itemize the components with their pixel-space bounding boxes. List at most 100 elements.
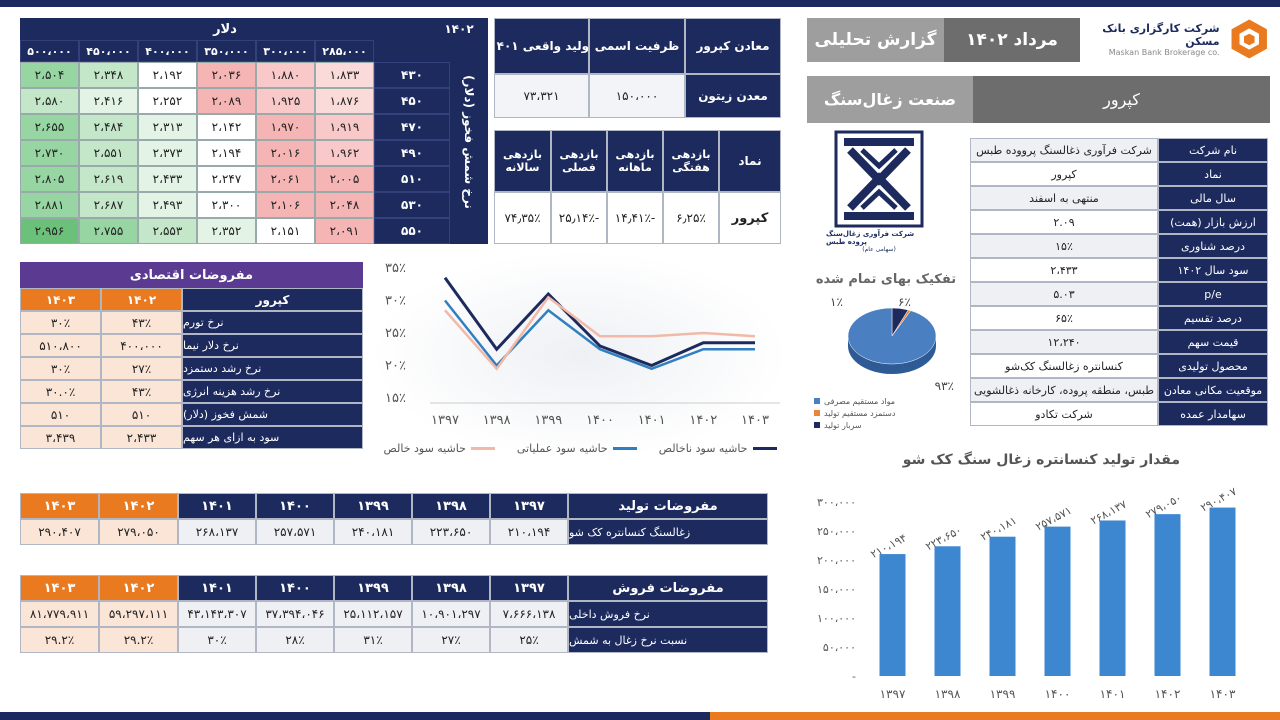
- sensitivity-cell: ۱،۹۷۰: [256, 114, 315, 140]
- econ-cell: ۲۷٪: [101, 357, 182, 380]
- year-table-cell: نسبت نرخ زغال به شمش: [568, 627, 768, 653]
- info-key: درصد شناوری: [1158, 234, 1268, 258]
- year-table-header: مفروضات تولید: [568, 493, 768, 519]
- bar-x-tick: ۱۳۹۹: [990, 687, 1016, 701]
- dollar-label: دلار: [20, 18, 430, 40]
- year-table-cell: ۲۵۷،۵۷۱: [256, 519, 334, 545]
- sales-table: مفروضات فروش ۱۳۹۷ ۱۳۹۸ ۱۳۹۹ ۱۴۰۰ ۱۴۰۱ ۱۴۰۲ ۱۴۰۳…: [20, 575, 768, 653]
- logo-caption: شرکت فرآوری زغال‌سنگ پروده طبس: [826, 230, 915, 246]
- year-table-header: ۱۳۹۹: [334, 575, 412, 601]
- sensitivity-cell: ۲،۳۷۳: [138, 140, 197, 166]
- sensitivity-row: ۵۳۰ ۲،۰۴۸ ۲،۱۰۶ ۲،۳۰۰ ۲،۴۹۳ ۲،۶۸۷ ۲،۸۸۱: [20, 192, 450, 218]
- watermark: [370, 250, 790, 460]
- econ-cell: ۲،۴۳۳: [101, 426, 182, 449]
- production-bar: [1209, 507, 1236, 676]
- year-table-cell: زغالسنگ کنسانتره کک شو: [568, 519, 768, 545]
- bar-y-tick: ۲۵۰،۰۰۰: [817, 525, 856, 538]
- econ-cell: ۴۳٪: [101, 380, 182, 403]
- returns-cell: ۶٫۲۵٪: [663, 192, 719, 244]
- sensitivity-cell: ۲،۸۰۵: [20, 166, 79, 192]
- sensitivity-cell: ۲،۳۰۰: [197, 192, 256, 218]
- x-tick-label: ۱۳۹۷: [431, 413, 459, 428]
- year-table-cell: ۳۰٪: [178, 627, 256, 653]
- sensitivity-cell: ۲،۰۸۹: [197, 88, 256, 114]
- year-table-cell: ۲۸٪: [256, 627, 334, 653]
- brand: شرکت کارگزاری بانک مسکن Maskan Bank Brok…: [1082, 12, 1270, 66]
- year-table-cell: ۲۴۰،۱۸۱: [334, 519, 412, 545]
- production-bar: [1154, 514, 1181, 676]
- sensitivity-cell: ۲،۵۰۴: [20, 62, 79, 88]
- econ-cell: نرخ تورم: [182, 311, 363, 334]
- info-key: نماد: [1158, 162, 1268, 186]
- pie-legend-swatch: [814, 422, 820, 428]
- year-table-header: ۱۳۹۷: [490, 493, 568, 519]
- sensitivity-cell: ۲،۰۰۵: [315, 166, 374, 192]
- sensitivity-cell: ۲،۹۵۶: [20, 218, 79, 244]
- year-table-header: ۱۳۹۹: [334, 493, 412, 519]
- bar-x-tick: ۱۴۰۲: [1155, 687, 1181, 701]
- sensitivity-cell: ۲،۰۹۱: [315, 218, 374, 244]
- series-line-1: [444, 299, 755, 371]
- year-table-header: ۱۳۹۸: [412, 575, 490, 601]
- info-value: ۱۵٪: [970, 234, 1158, 258]
- y-tick-label: ۳۰٪: [385, 294, 406, 309]
- info-key: موقعیت مکانی معادن: [1158, 378, 1268, 402]
- sensitivity-cell: ۲،۷۵۵: [79, 218, 138, 244]
- info-value: ۱۲،۲۴۰: [970, 330, 1158, 354]
- report-date: مرداد ۱۴۰۲: [944, 18, 1080, 62]
- year-table-cell: ۳۷،۳۹۴،۰۴۶: [256, 601, 334, 627]
- returns-header: بازدهی سالانه: [494, 130, 551, 192]
- returns-header: بازدهی ماهانه: [607, 130, 663, 192]
- bar-x-tick: ۱۴۰۰: [1045, 687, 1071, 701]
- returns-table: نماد بازدهی هفتگی بازدهی ماهانه بازدهی ف…: [494, 130, 781, 244]
- info-key: سود سال ۱۴۰۲: [1158, 258, 1268, 282]
- sensitivity-col-header: ۴۰۰،۰۰۰: [138, 40, 197, 62]
- mines-cell: ۷۳،۳۲۱: [494, 74, 589, 118]
- pie-title: تفکیک بهای تمام شده: [815, 272, 957, 287]
- info-key: نام شرکت: [1158, 138, 1268, 162]
- sensitivity-cell: ۱،۹۱۹: [315, 114, 374, 140]
- side-label-box: نرخ شمش فخوز (دلار): [450, 40, 488, 244]
- year-table-header: ۱۳۹۷: [490, 575, 568, 601]
- bar-x-tick: ۱۳۹۷: [880, 687, 906, 701]
- bottom-accent-orange: [710, 712, 1280, 720]
- bar-x-tick: ۱۳۹۸: [935, 687, 961, 701]
- legend-swatch: [470, 447, 495, 450]
- sensitivity-col-header: ۵۰۰،۰۰۰: [20, 40, 79, 62]
- sensitivity-row: ۴۹۰ ۱،۹۶۲ ۲،۰۱۶ ۲،۱۹۴ ۲،۳۷۳ ۲،۵۵۱ ۲،۷۳۰: [20, 140, 450, 166]
- year-table-header: ۱۴۰۱: [178, 493, 256, 519]
- x-tick-label: ۱۴۰۰: [586, 413, 614, 428]
- year-table-cell: ۲۹.۲٪: [20, 627, 99, 653]
- sensitivity-cell: ۲،۰۱۶: [256, 140, 315, 166]
- sensitivity-cell: ۲،۷۳۰: [20, 140, 79, 166]
- pie-legend: مواد مستقیم مصرفی دستمزد مستقیم تولید سربا…: [814, 395, 964, 431]
- sensitivity-cell: ۲،۰۳۶: [197, 62, 256, 88]
- x-tick-label: ۱۴۰۲: [689, 413, 717, 428]
- sensitivity-col-header: ۳۰۰،۰۰۰: [256, 40, 315, 62]
- mines-cell: ۱۵۰،۰۰۰: [589, 74, 685, 118]
- info-value: کپرور: [970, 162, 1158, 186]
- sensitivity-row: ۵۱۰ ۲،۰۰۵ ۲،۰۶۱ ۲،۲۴۷ ۲،۴۳۳ ۲،۶۱۹ ۲،۸۰۵: [20, 166, 450, 192]
- sensitivity-col-header: ۳۵۰،۰۰۰: [197, 40, 256, 62]
- econ-cell: ۵۱۰: [20, 403, 101, 426]
- sensitivity-col-header: ۲۸۵،۰۰۰: [315, 40, 374, 62]
- sensitivity-cell: ۲،۶۸۷: [79, 192, 138, 218]
- sensitivity-cell: ۱،۸۳۳: [315, 62, 374, 88]
- year-table-cell: ۲۶۸،۱۳۷: [178, 519, 256, 545]
- returns-header: بازدهی فصلی: [551, 130, 607, 192]
- year-table-cell: ۲۹.۲٪: [99, 627, 178, 653]
- year-table-cell: ۲۷٪: [412, 627, 490, 653]
- sensitivity-cell: ۱،۸۷۶: [315, 88, 374, 114]
- brand-logo-icon: [1231, 19, 1267, 59]
- info-key: درصد تقسیم: [1158, 306, 1268, 330]
- year-table-cell: ۱۰،۹۰۱،۲۹۷: [412, 601, 490, 627]
- sensitivity-cell: ۲،۳۵۲: [197, 218, 256, 244]
- y-tick-label: ۱۵٪: [385, 391, 406, 406]
- bar-y-tick: ۵۰،۰۰۰: [823, 641, 856, 654]
- year-table-header: ۱۴۰۳: [20, 493, 99, 519]
- pie-value-label: ۶٪: [898, 295, 911, 309]
- year-table-cell: ۳۱٪: [334, 627, 412, 653]
- year-table-header: مفروضات فروش: [568, 575, 768, 601]
- sensitivity-cell: ۲،۱۰۶: [256, 192, 315, 218]
- x-tick-label: ۱۳۹۸: [483, 413, 511, 428]
